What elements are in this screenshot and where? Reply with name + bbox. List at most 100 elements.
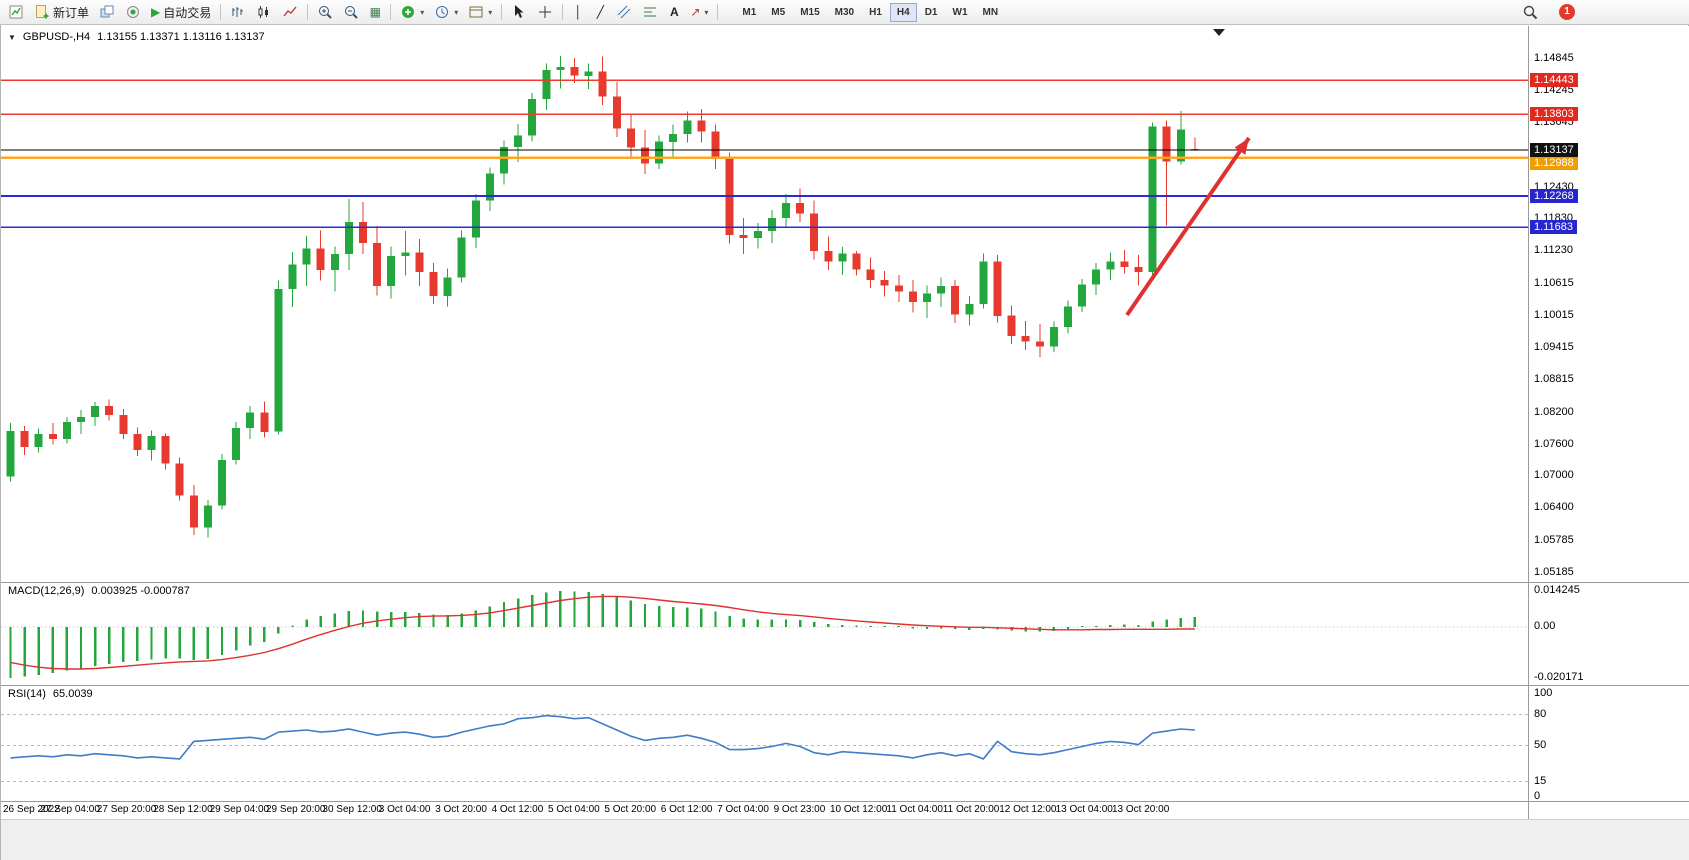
support-line-upper-badge: 1.12268 (1530, 189, 1578, 204)
trendline-tool-button[interactable]: ╱ (590, 2, 610, 22)
macd-panel: MACD(12,26,9) 0.003925 -0.000787 0.01424… (1, 583, 1689, 685)
time-axis-label: 9 Oct 23:00 (773, 804, 826, 815)
tf-button-H4[interactable]: H4 (889, 2, 917, 22)
resistance-line-upper-badge: 1.14443 (1530, 73, 1578, 88)
price-axis-label: 1.14845 (1534, 52, 1574, 64)
templates-button[interactable]: ▾ (464, 2, 496, 22)
crosshair-tool-button[interactable] (533, 2, 557, 22)
panel-separator[interactable] (1, 582, 1689, 583)
chevron-down-icon: ▾ (704, 7, 709, 17)
price-axis-label: 1.05785 (1534, 534, 1574, 547)
macd-axis-label: 0.014245 (1534, 584, 1580, 596)
rsi-plot-area[interactable] (1, 686, 1528, 801)
zoom-in-icon (319, 6, 332, 19)
candlestick-chart-button[interactable] (252, 2, 276, 22)
autotrading-label: 自动交易 (163, 5, 212, 20)
rsi-axis-label: 80 (1534, 707, 1547, 720)
periods-button[interactable]: ▾ (430, 2, 462, 22)
crosshair-icon (539, 6, 552, 18)
rsi-label-line: RSI(14) 65.0039 (8, 688, 93, 700)
price-chart-panel: ▼ GBPUSD-,H4 1.13155 1.13371 1.13116 1.1… (1, 26, 1689, 582)
add-indicator-button[interactable]: ▾ (396, 2, 428, 22)
tile-windows-button[interactable]: ▦ (365, 2, 385, 22)
time-axis-label: 13 Oct 20:00 (1112, 804, 1170, 815)
zoom-out-button[interactable] (339, 2, 363, 22)
price-axis[interactable]: 1.14845 1.14245 1.13645 1.12430 1.11830 1.112… (1529, 26, 1689, 582)
macd-axis[interactable]: 0.014245 0.00 -0.020171 (1529, 583, 1689, 685)
fibonacci-icon (644, 7, 657, 17)
profiles-button[interactable] (95, 2, 119, 22)
toolbar-separator (390, 4, 392, 20)
price-axis-label: 1.06400 (1534, 501, 1574, 514)
tf-button-M1[interactable]: M1 (735, 3, 763, 22)
autotrading-button[interactable]: ▶ 自动交易 (147, 2, 215, 22)
macd-values: 0.003925 -0.000787 (91, 585, 190, 597)
vertical-line-tool-button[interactable]: │ (568, 2, 588, 22)
one-click-trading-toggle[interactable]: ▼ (8, 32, 16, 42)
pivot-line-orange-badge: 1.12988 (1530, 155, 1578, 170)
bar-chart-button[interactable] (226, 2, 250, 22)
time-axis-label: 3 Oct 20:00 (435, 804, 487, 815)
line-chart-button[interactable] (278, 2, 302, 22)
time-axis-label: 4 Oct 12:00 (491, 804, 544, 815)
chart-shift-marker[interactable] (1213, 29, 1225, 36)
macd-plot-area[interactable] (1, 583, 1528, 685)
rsi-axis-label: 0 (1534, 790, 1541, 802)
rsi-value: 65.0039 (52, 688, 93, 700)
panel-separator[interactable] (1, 685, 1689, 686)
tf-button-M15[interactable]: M15 (793, 3, 826, 22)
play-icon: ▶ (151, 5, 161, 19)
macd-axis-label: 0.00 (1534, 620, 1556, 632)
time-axis-label: 5 Oct 04:00 (548, 804, 600, 815)
search-icon[interactable] (1522, 4, 1539, 21)
vertical-line-icon: │ (574, 5, 583, 19)
time-axis-label: 10 Oct 12:00 (830, 804, 888, 815)
fibonacci-tool-button[interactable] (638, 2, 662, 22)
macd-axis-label: -0.020171 (1534, 671, 1584, 683)
data-window-button[interactable] (121, 2, 145, 22)
notification-badge[interactable]: 1 (1559, 4, 1575, 20)
time-axis-label: 11 Oct 20:00 (942, 804, 1000, 815)
time-axis-label: 7 Oct 04:00 (717, 804, 769, 815)
tf-button-D1[interactable]: D1 (918, 3, 945, 22)
tf-button-M5[interactable]: M5 (764, 3, 792, 22)
toolbar-separator (220, 4, 222, 20)
arrow-tool-icon: ↗ (690, 5, 701, 19)
tf-button-M30[interactable]: M30 (828, 3, 861, 22)
macd-histogram (9, 591, 1197, 679)
new-chart-button[interactable] (4, 2, 28, 22)
chevron-down-icon: ▾ (488, 7, 493, 17)
toolbar-separator (717, 4, 719, 20)
trend-arrow[interactable] (1125, 136, 1251, 317)
price-axis-label: 1.09415 (1534, 340, 1574, 353)
text-tool-button[interactable]: A (664, 2, 684, 22)
channel-tool-button[interactable] (612, 2, 636, 22)
time-axis-label: 28 Sep 12:00 (153, 804, 213, 815)
tf-button-MN[interactable]: MN (976, 3, 1006, 22)
zoom-in-button[interactable] (313, 2, 337, 22)
price-axis-label: 1.05185 (1534, 566, 1574, 578)
rsi-axis-label: 50 (1534, 738, 1547, 751)
time-axis[interactable]: 26 Sep 2022 27 Sep 04:00 27 Sep 20:00 28 Se… (1, 802, 1689, 819)
new-order-button[interactable]: 新订单 (30, 2, 93, 22)
horizontal-lines[interactable] (1, 79, 1528, 229)
candlestick-series (6, 56, 1199, 538)
price-plot-area[interactable] (1, 26, 1528, 582)
time-axis-label: 30 Sep 12:00 (322, 804, 382, 815)
current-price-line-badge: 1.13137 (1530, 142, 1578, 157)
price-axis-label: 1.07600 (1534, 437, 1574, 450)
tf-button-H1[interactable]: H1 (862, 3, 889, 22)
profiles-icon (100, 5, 114, 18)
rsi-axis-label: 15 (1534, 774, 1547, 787)
toolbar: 新订单 ▶ 自动交易 ▦ (0, 0, 1689, 25)
tf-button-W1[interactable]: W1 (946, 3, 975, 22)
chevron-down-icon: ▾ (420, 7, 425, 17)
new-order-label: 新订单 (53, 5, 90, 20)
time-axis-label: 13 Oct 04:00 (1055, 804, 1113, 815)
arrows-tool-button[interactable]: ↗ ▾ (686, 2, 712, 22)
panel-separator[interactable] (1, 801, 1689, 802)
rsi-axis[interactable]: 100 80 50 15 0 (1529, 686, 1689, 802)
macd-signal-line (10, 595, 1195, 670)
time-axis-label: 29 Sep 20:00 (266, 804, 326, 815)
cursor-tool-button[interactable] (507, 2, 531, 22)
